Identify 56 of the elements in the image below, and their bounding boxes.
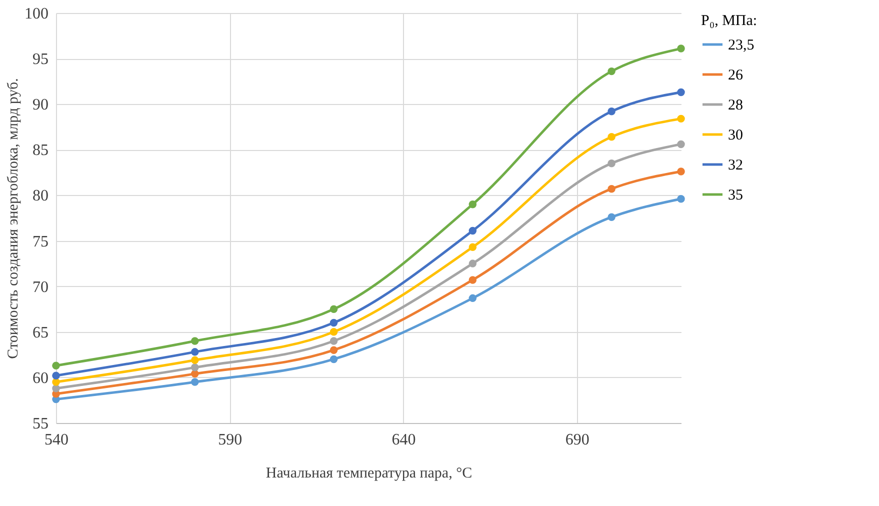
point xyxy=(191,378,199,386)
x-tick-label: 640 xyxy=(392,432,416,448)
point xyxy=(608,213,616,221)
y-tick-label: 95 xyxy=(32,51,48,68)
y-tick-label: 55 xyxy=(32,416,48,432)
point xyxy=(677,140,685,148)
point xyxy=(191,356,199,364)
legend-label: 30 xyxy=(728,128,743,144)
point xyxy=(608,108,616,116)
point xyxy=(330,355,338,364)
point xyxy=(677,44,685,52)
point xyxy=(191,364,199,372)
point xyxy=(468,226,477,235)
y-tick-label: 85 xyxy=(32,142,48,160)
point xyxy=(608,159,616,168)
point xyxy=(191,337,199,345)
point xyxy=(677,114,685,123)
point xyxy=(52,362,60,370)
point xyxy=(191,348,199,356)
x-axis-title: Начальная температура пара, °C xyxy=(266,466,472,482)
point xyxy=(608,67,616,76)
point xyxy=(468,276,477,284)
point xyxy=(52,372,60,380)
point xyxy=(468,243,477,252)
x-tick-label: 540 xyxy=(44,432,68,448)
point xyxy=(191,370,199,378)
legend-label: 32 xyxy=(728,158,743,174)
point xyxy=(468,260,477,268)
point xyxy=(330,328,338,336)
legend-label: 26 xyxy=(728,68,744,84)
legend-title: P₀, МПа: xyxy=(701,13,758,29)
y-tick-label: 80 xyxy=(32,188,48,205)
y-tick-label: 75 xyxy=(32,233,48,250)
point xyxy=(330,346,338,354)
y-tick-label: 100 xyxy=(24,6,48,22)
legend-label: 28 xyxy=(728,98,743,114)
point xyxy=(677,195,685,203)
point xyxy=(330,305,338,313)
y-axis-title: Стоимость создания энергоблока, млрд руб. xyxy=(6,78,22,359)
point xyxy=(468,294,477,302)
y-tick-label: 90 xyxy=(32,96,48,114)
point xyxy=(330,337,338,345)
y-tick-label: 60 xyxy=(32,370,48,387)
point xyxy=(330,318,338,327)
y-tick-label: 65 xyxy=(32,324,48,342)
point xyxy=(608,133,616,141)
x-tick-label: 690 xyxy=(565,432,590,448)
legend-label: 35 xyxy=(728,188,743,204)
point xyxy=(468,200,477,208)
point xyxy=(608,184,616,193)
point xyxy=(677,168,685,176)
y-tick-label: 70 xyxy=(32,278,48,296)
point xyxy=(52,384,60,392)
point xyxy=(677,88,685,96)
legend-label: 23,5 xyxy=(728,38,754,54)
x-tick-label: 590 xyxy=(218,432,242,448)
